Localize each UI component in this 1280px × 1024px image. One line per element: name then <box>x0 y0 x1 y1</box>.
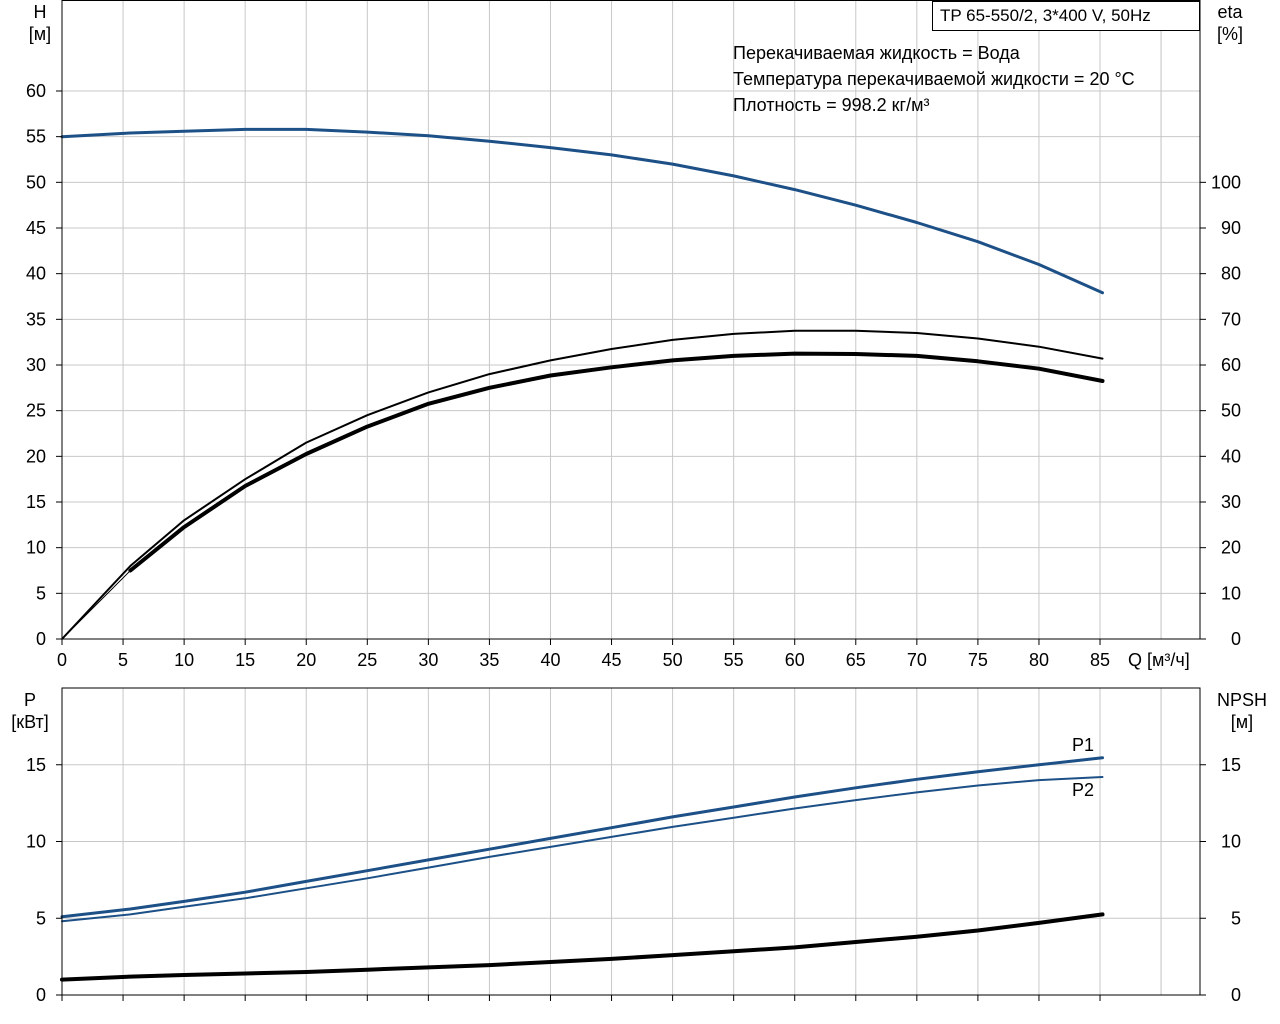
left-tick-label: 45 <box>26 218 46 238</box>
bottom-left-axis-unit: [кВт] <box>11 712 49 732</box>
series-line-0-2 <box>128 351 1105 573</box>
fluid-info: Перекачиваемая жидкость = Вода Температу… <box>733 40 1135 118</box>
series-label-p1: P1 <box>1072 735 1094 755</box>
x-tick-label: 15 <box>235 650 255 670</box>
left-tick-label: 30 <box>26 355 46 375</box>
right-tick-label: 15 <box>1221 755 1241 775</box>
right-tick-label: 80 <box>1221 264 1241 284</box>
series-line-0-1 <box>61 329 1104 640</box>
top-left-axis-unit: [м] <box>29 24 51 44</box>
right-tick-label: 0 <box>1231 629 1241 649</box>
grid-layer <box>62 1 1200 995</box>
top-left-axis-title: H <box>34 2 47 22</box>
bottom-right-axis-unit: [м] <box>1231 712 1253 732</box>
top-right-axis-title: eta <box>1217 2 1243 22</box>
x-tick-label: 70 <box>907 650 927 670</box>
x-tick-label: 40 <box>540 650 560 670</box>
left-tick-label: 10 <box>26 832 46 852</box>
right-tick-label: 90 <box>1221 218 1241 238</box>
right-tick-label: 10 <box>1221 583 1241 603</box>
x-tick-label: 10 <box>174 650 194 670</box>
series-line-1-0 <box>60 756 1104 919</box>
x-tick-label: 5 <box>118 650 128 670</box>
curve-layer <box>60 127 1105 982</box>
series-line-1-2 <box>60 912 1105 982</box>
left-tick-label: 25 <box>26 401 46 421</box>
right-tick-label: 30 <box>1221 492 1241 512</box>
series-line-0-3 <box>61 570 131 640</box>
model-title: TP 65-550/2, 3*400 V, 50Hz <box>940 6 1151 25</box>
model-title-box: TP 65-550/2, 3*400 V, 50Hz <box>932 1 1200 31</box>
x-tick-label: 45 <box>602 650 622 670</box>
left-tick-label: 0 <box>36 985 46 1005</box>
x-tick-label: 65 <box>846 650 866 670</box>
tick-layer: 0510152025303540455055600102030405060708… <box>26 81 1241 1005</box>
right-tick-label: 100 <box>1211 172 1241 192</box>
right-tick-label: 70 <box>1221 309 1241 329</box>
x-tick-label: 55 <box>724 650 744 670</box>
frame-layer <box>61 0 1201 996</box>
series-line-0-0 <box>60 127 1104 295</box>
right-tick-label: 5 <box>1231 908 1241 928</box>
left-tick-label: 35 <box>26 309 46 329</box>
x-tick-label: 60 <box>785 650 805 670</box>
right-tick-label: 40 <box>1221 446 1241 466</box>
right-tick-label: 60 <box>1221 355 1241 375</box>
x-tick-label: 75 <box>968 650 988 670</box>
bottom-right-axis-title: NPSH <box>1217 690 1267 710</box>
left-tick-label: 55 <box>26 127 46 147</box>
x-tick-label: 0 <box>57 650 67 670</box>
x-tick-label: 35 <box>479 650 499 670</box>
x-tick-label: 30 <box>418 650 438 670</box>
fluid-info-line: Перекачиваемая жидкость = Вода <box>733 43 1020 63</box>
top-right-axis-unit: [%] <box>1217 24 1243 44</box>
series-label-p2: P2 <box>1072 780 1094 800</box>
fluid-info-line: Температура перекачиваемой жидкости = 20… <box>733 69 1135 89</box>
left-tick-label: 60 <box>26 81 46 101</box>
right-tick-label: 50 <box>1221 401 1241 421</box>
left-tick-label: 10 <box>26 538 46 558</box>
left-tick-label: 0 <box>36 629 46 649</box>
right-tick-label: 0 <box>1231 985 1241 1005</box>
x-tick-label: 80 <box>1029 650 1049 670</box>
x-tick-label: 50 <box>663 650 683 670</box>
left-tick-label: 5 <box>36 908 46 928</box>
left-tick-label: 40 <box>26 264 46 284</box>
right-tick-label: 20 <box>1221 538 1241 558</box>
right-tick-label: 10 <box>1221 832 1241 852</box>
fluid-info-line: Плотность = 998.2 кг/м³ <box>733 95 930 115</box>
x-tick-label: 85 <box>1090 650 1110 670</box>
x-axis-label: Q [м³/ч] <box>1128 650 1190 670</box>
left-tick-label: 20 <box>26 446 46 466</box>
x-tick-label: 20 <box>296 650 316 670</box>
x-tick-label: 25 <box>357 650 377 670</box>
left-tick-label: 15 <box>26 755 46 775</box>
left-tick-label: 5 <box>36 583 46 603</box>
label-layer: H [м] eta [%] Q [м³/ч] P [кВт] NPSH [м] … <box>11 2 1267 800</box>
bottom-left-axis-title: P <box>24 690 36 710</box>
series-line-1-1 <box>61 776 1104 923</box>
left-tick-label: 50 <box>26 172 46 192</box>
left-tick-label: 15 <box>26 492 46 512</box>
